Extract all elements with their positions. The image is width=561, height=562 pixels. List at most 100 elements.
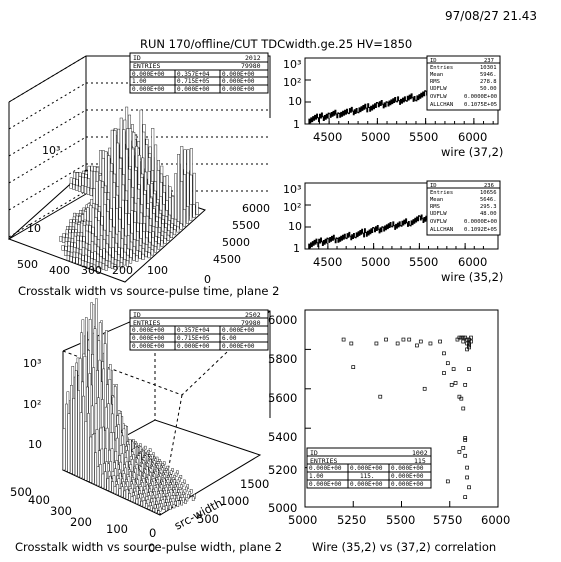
lego1-bar bbox=[176, 226, 180, 233]
hist2-stats-label: ALLCHAN bbox=[430, 227, 453, 233]
lego2-bar bbox=[72, 398, 76, 475]
scatter-ytick-6000: 6000 bbox=[268, 313, 297, 327]
lego1-bar bbox=[160, 240, 164, 247]
lego1-bar bbox=[129, 257, 133, 264]
hist1-stats-label: ALLCHAN bbox=[430, 102, 453, 108]
scatter-xtick-5750: 5750 bbox=[433, 513, 462, 527]
scatter-point bbox=[463, 453, 468, 458]
lego2-bar bbox=[99, 464, 102, 488]
lego1-stats-box: ID 2012 ENTRIES 79980 0.000E+00 0.357E+0… bbox=[129, 52, 269, 94]
lego2-bar bbox=[189, 489, 193, 494]
lego2-bar bbox=[103, 471, 107, 490]
hist-wire-35-2: 10³ 10² 10 1 4500 5000 5500 6000 wire (3… bbox=[283, 180, 503, 284]
scatter-point bbox=[422, 386, 427, 391]
lego2-bar bbox=[179, 475, 183, 479]
scatter-point bbox=[459, 396, 464, 401]
lego2-bar bbox=[91, 434, 95, 484]
hist1-ytick-1000: 10³ bbox=[283, 58, 301, 71]
lego2-bar bbox=[123, 490, 126, 499]
lego2-bar bbox=[79, 412, 83, 479]
scatter-point bbox=[467, 341, 471, 346]
lego2-stats-cell: 0.357E+04 bbox=[177, 327, 210, 334]
lego1-bar bbox=[182, 209, 186, 227]
lego2-stats-entries: 79980 bbox=[241, 319, 261, 327]
lego2-bar bbox=[82, 395, 85, 480]
lego2-bar bbox=[148, 448, 152, 452]
scatter-stats-cell: 0.000E+00 bbox=[391, 473, 424, 480]
scatter-stats-cell: 0.000E+00 bbox=[309, 481, 342, 488]
lego2-xtick-400: 400 bbox=[28, 493, 50, 507]
lego1-bar bbox=[96, 261, 100, 268]
lego2-bar bbox=[140, 500, 144, 507]
hist1-stats-value: 0.0000E+00 bbox=[464, 94, 497, 100]
scatter-point bbox=[465, 465, 469, 470]
scatter-correlation: 6000 5800 5600 5400 5200 5000 5000 5250 … bbox=[268, 309, 510, 554]
hist1-stats-value: 50.00 bbox=[480, 86, 497, 92]
lego2-bar bbox=[186, 484, 190, 489]
hist1-xtick-5000: 5000 bbox=[361, 130, 390, 144]
scatter-ytick-5800: 5800 bbox=[268, 352, 297, 366]
lego1-bar bbox=[89, 263, 93, 270]
lego2-bar bbox=[106, 478, 110, 491]
lego2-stats-cell: 0.715E+05 bbox=[177, 335, 210, 342]
lego-plot-time: 10³ 10 500 400 300 200 100 0 4500 5000 5… bbox=[8, 52, 279, 298]
hist2-stats-value: 236 bbox=[484, 183, 494, 189]
lego1-bar bbox=[83, 186, 87, 194]
hist2-ticks bbox=[305, 182, 484, 250]
scatter-xtick-5500: 5500 bbox=[386, 513, 415, 527]
lego2-stats-id-label: ID bbox=[133, 311, 141, 319]
lego2-bar bbox=[186, 494, 190, 499]
lego2-bar bbox=[166, 502, 170, 509]
lego2-bar bbox=[185, 497, 189, 502]
scatter-point bbox=[459, 335, 464, 340]
hist1-stats-box: ID 237 Entries 10301 Mean 5946. RMS 278.… bbox=[426, 55, 501, 111]
lego1-bar bbox=[179, 180, 183, 226]
lego2-stats-cell: 0.000E+00 bbox=[177, 343, 210, 350]
lego2-bar bbox=[152, 508, 156, 512]
hist1-stats-label: Mean bbox=[430, 72, 443, 78]
hist1-stats-label: UDFLW bbox=[430, 86, 447, 92]
lego2-stats-cell: 0.000E+00 bbox=[222, 327, 255, 334]
lego1-stats-id-label: ID bbox=[133, 54, 141, 62]
scatter-point bbox=[461, 446, 466, 450]
lego2-xtick-100: 100 bbox=[106, 522, 128, 536]
lego2-stats-id: 2502 bbox=[245, 311, 261, 319]
lego2-bar bbox=[74, 370, 78, 476]
lego2-stats-box: ID 2502 ENTRIES 79980 0.000E+00 0.357E+0… bbox=[129, 309, 269, 351]
lego1-bar bbox=[177, 154, 181, 225]
lego2-bar bbox=[96, 466, 100, 487]
lego2-bar bbox=[94, 452, 97, 485]
lego1-bar bbox=[69, 256, 73, 262]
lego2-bar bbox=[183, 489, 187, 494]
lego2-bar bbox=[125, 489, 129, 500]
lego1-bar bbox=[144, 251, 148, 258]
hist2-xtick-5500: 5500 bbox=[409, 255, 438, 269]
hist2-stats-label: UDFLW bbox=[430, 211, 447, 217]
lego1-stats-cell: 0.357E+04 bbox=[177, 71, 210, 78]
scatter-point bbox=[463, 335, 468, 340]
lego1-stats-cell: 0.000E+00 bbox=[222, 78, 255, 85]
hist1-ytick-100: 10² bbox=[283, 76, 301, 89]
lego1-bar bbox=[132, 252, 136, 261]
lego2-ytick-1000: 1000 bbox=[220, 494, 249, 508]
lego2-bar bbox=[145, 503, 148, 509]
scatter-ytick-5000: 5000 bbox=[268, 501, 297, 515]
hist1-xtick-4500: 4500 bbox=[313, 130, 342, 144]
lego1-bar bbox=[153, 246, 157, 253]
lego2-bar bbox=[176, 500, 180, 507]
lego2-bar bbox=[133, 495, 136, 503]
scatter-ytick-5200: 5200 bbox=[268, 463, 297, 477]
lego2-bar bbox=[176, 494, 180, 501]
hist1-xtick-6000: 6000 bbox=[458, 130, 487, 144]
scatter-point bbox=[467, 485, 471, 490]
lego1-xtick-0: 0 bbox=[204, 273, 211, 286]
scatter-point bbox=[467, 367, 471, 371]
scatter-point bbox=[465, 347, 469, 352]
lego1-bar bbox=[89, 188, 93, 197]
lego2-bar bbox=[146, 499, 150, 506]
hist2-stats-label: RMS bbox=[430, 204, 440, 210]
lego2-bar bbox=[176, 479, 180, 485]
hist2-xtick-5000: 5000 bbox=[361, 255, 390, 269]
lego2-bar bbox=[188, 491, 192, 497]
lego1-bar bbox=[87, 262, 91, 269]
